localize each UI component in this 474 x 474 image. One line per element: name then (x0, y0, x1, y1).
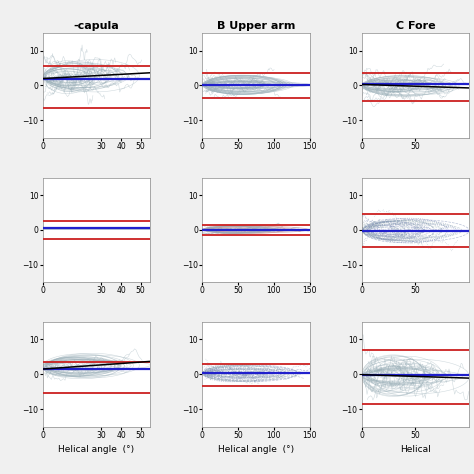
X-axis label: Helical: Helical (400, 445, 431, 454)
X-axis label: Helical angle  (°): Helical angle (°) (58, 445, 135, 454)
Title: C Fore: C Fore (396, 21, 435, 31)
X-axis label: Helical angle  (°): Helical angle (°) (218, 445, 294, 454)
Title: B Upper arm: B Upper arm (217, 21, 295, 31)
Title: -capula: -capula (73, 21, 119, 31)
